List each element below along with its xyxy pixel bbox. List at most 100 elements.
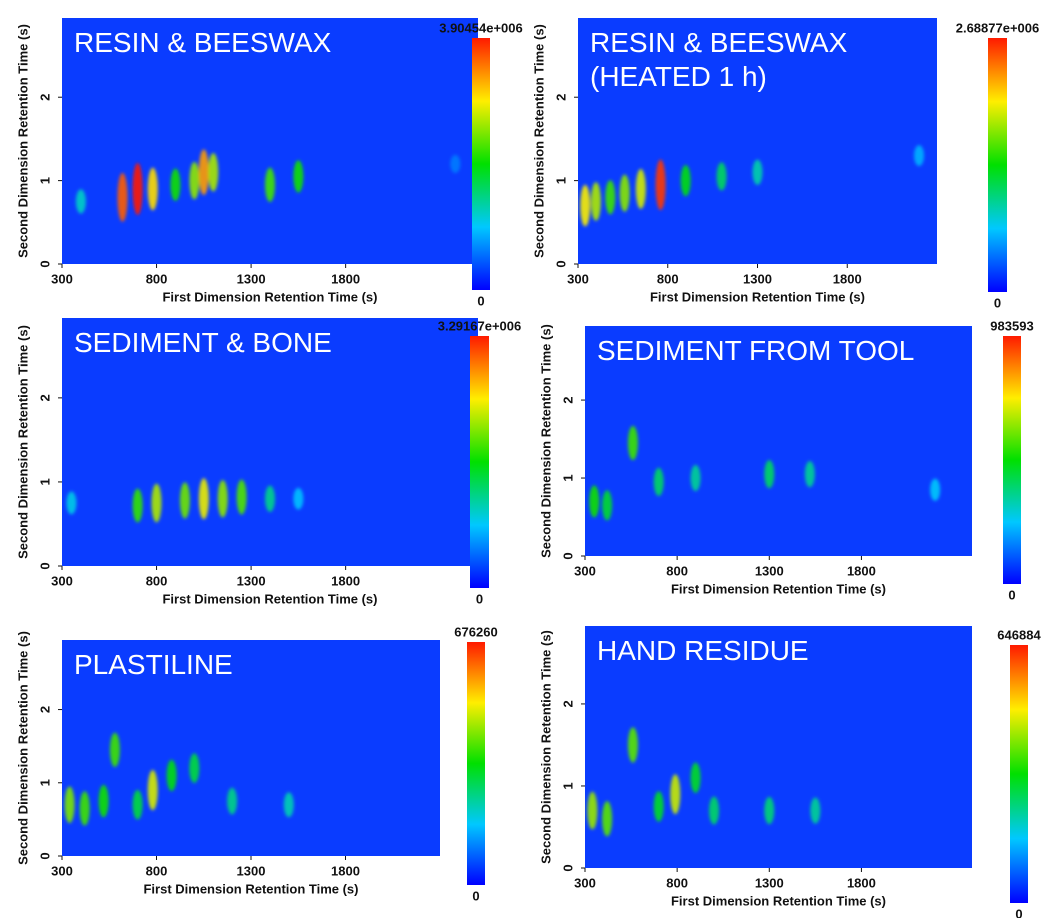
y-tick-label: 2 <box>37 94 52 101</box>
peak <box>132 488 143 523</box>
y-tick-label: 2 <box>560 396 575 403</box>
y-axis-label: Second Dimension Retention Time (s) <box>15 24 30 258</box>
colorbar-label: 0 <box>472 888 479 903</box>
peak <box>653 791 664 822</box>
peak <box>265 167 275 203</box>
panel-subtitle: (HEATED 1 h) <box>590 61 767 92</box>
x-tick-label: 800 <box>146 863 168 878</box>
peak <box>265 485 275 513</box>
x-tick-label: 300 <box>574 563 596 578</box>
panel-title: SEDIMENT FROM TOOL <box>597 335 914 366</box>
y-tick-label: 0 <box>37 260 52 267</box>
peak <box>189 161 200 200</box>
peak <box>716 162 727 191</box>
colorbar-label: 646884 <box>997 627 1041 642</box>
peak <box>810 797 821 824</box>
panel-title: SEDIMENT & BONE <box>74 327 332 358</box>
x-tick-label: 800 <box>657 271 679 286</box>
peaks <box>580 145 925 227</box>
y-tick-label: 0 <box>553 260 568 267</box>
peaks <box>589 425 941 521</box>
peaks <box>64 732 294 826</box>
x-tick-label: 1300 <box>237 863 266 878</box>
peak <box>590 182 601 221</box>
x-tick-label: 1800 <box>847 875 876 890</box>
peak <box>98 784 109 818</box>
colorbar-label: 2.68877e+006 <box>956 20 1040 35</box>
y-tick-label: 1 <box>37 779 52 786</box>
peak <box>227 787 238 815</box>
colorbar-label: 676260 <box>454 624 497 639</box>
peak <box>589 485 600 518</box>
panel-title: RESIN & BEESWAX <box>74 27 332 58</box>
colorbar-label: 0 <box>1008 587 1015 602</box>
peak <box>132 789 143 820</box>
peak <box>709 796 719 825</box>
peak <box>580 184 591 227</box>
peak <box>764 460 775 489</box>
y-tick-label: 0 <box>560 552 575 559</box>
peak <box>627 425 638 461</box>
y-tick-label: 2 <box>553 94 568 101</box>
y-tick-label: 1 <box>560 474 575 481</box>
colorbar-label: 3.29167e+006 <box>438 318 522 333</box>
y-tick-label: 0 <box>560 864 575 871</box>
peaks <box>587 727 821 837</box>
x-tick-label: 800 <box>146 271 168 286</box>
x-tick-label: 300 <box>567 271 589 286</box>
peak <box>283 792 294 818</box>
y-tick-label: 2 <box>560 700 575 707</box>
y-tick-label: 1 <box>553 177 568 184</box>
y-tick-label: 1 <box>37 177 52 184</box>
peak <box>132 162 143 215</box>
x-axis-label: First Dimension Retention Time (s) <box>162 289 377 304</box>
colorbar <box>467 642 485 885</box>
peak <box>293 160 304 193</box>
panel-title: RESIN & BEESWAX <box>590 27 848 58</box>
peak <box>208 152 219 192</box>
peak <box>804 461 815 488</box>
x-tick-label: 800 <box>146 573 168 588</box>
plot-area <box>585 326 972 556</box>
colorbar-label: 0 <box>1015 906 1022 918</box>
peak <box>635 168 646 210</box>
peak <box>655 159 666 211</box>
x-tick-label: 300 <box>51 863 73 878</box>
peak <box>670 774 681 815</box>
peak <box>752 159 763 185</box>
y-axis-label: Second Dimension Retention Time (s) <box>538 630 553 864</box>
peak <box>198 149 209 196</box>
peak <box>151 483 162 523</box>
peak <box>217 479 228 518</box>
y-tick-label: 1 <box>37 478 52 485</box>
x-tick-label: 1800 <box>847 563 876 578</box>
peak <box>189 753 200 784</box>
colorbar-label: 0 <box>477 293 484 308</box>
y-tick-label: 2 <box>37 706 52 713</box>
x-tick-label: 1800 <box>331 271 360 286</box>
x-tick-label: 800 <box>666 875 688 890</box>
peak <box>293 487 304 510</box>
y-axis-label: Second Dimension Retention Time (s) <box>15 631 30 865</box>
peaks <box>66 478 304 523</box>
peak <box>680 164 691 197</box>
y-tick-label: 1 <box>560 782 575 789</box>
colorbar-label: 0 <box>476 591 483 606</box>
y-axis-label: Second Dimension Retention Time (s) <box>15 325 30 559</box>
x-tick-label: 1300 <box>755 563 784 578</box>
peak <box>587 791 598 830</box>
x-axis-label: First Dimension Retention Time (s) <box>671 581 886 596</box>
peak <box>627 727 638 763</box>
peak <box>690 464 701 492</box>
plot-area <box>578 18 937 264</box>
y-axis-label: Second Dimension Retention Time (s) <box>531 24 546 258</box>
panel-title: HAND RESIDUE <box>597 635 809 666</box>
peak <box>236 479 247 515</box>
x-tick-label: 300 <box>51 573 73 588</box>
x-tick-label: 800 <box>666 563 688 578</box>
x-axis-label: First Dimension Retention Time (s) <box>671 893 886 908</box>
x-axis-label: First Dimension Retention Time (s) <box>650 289 865 304</box>
x-tick-label: 300 <box>574 875 596 890</box>
x-tick-label: 1300 <box>755 875 784 890</box>
plot-area <box>62 18 478 264</box>
